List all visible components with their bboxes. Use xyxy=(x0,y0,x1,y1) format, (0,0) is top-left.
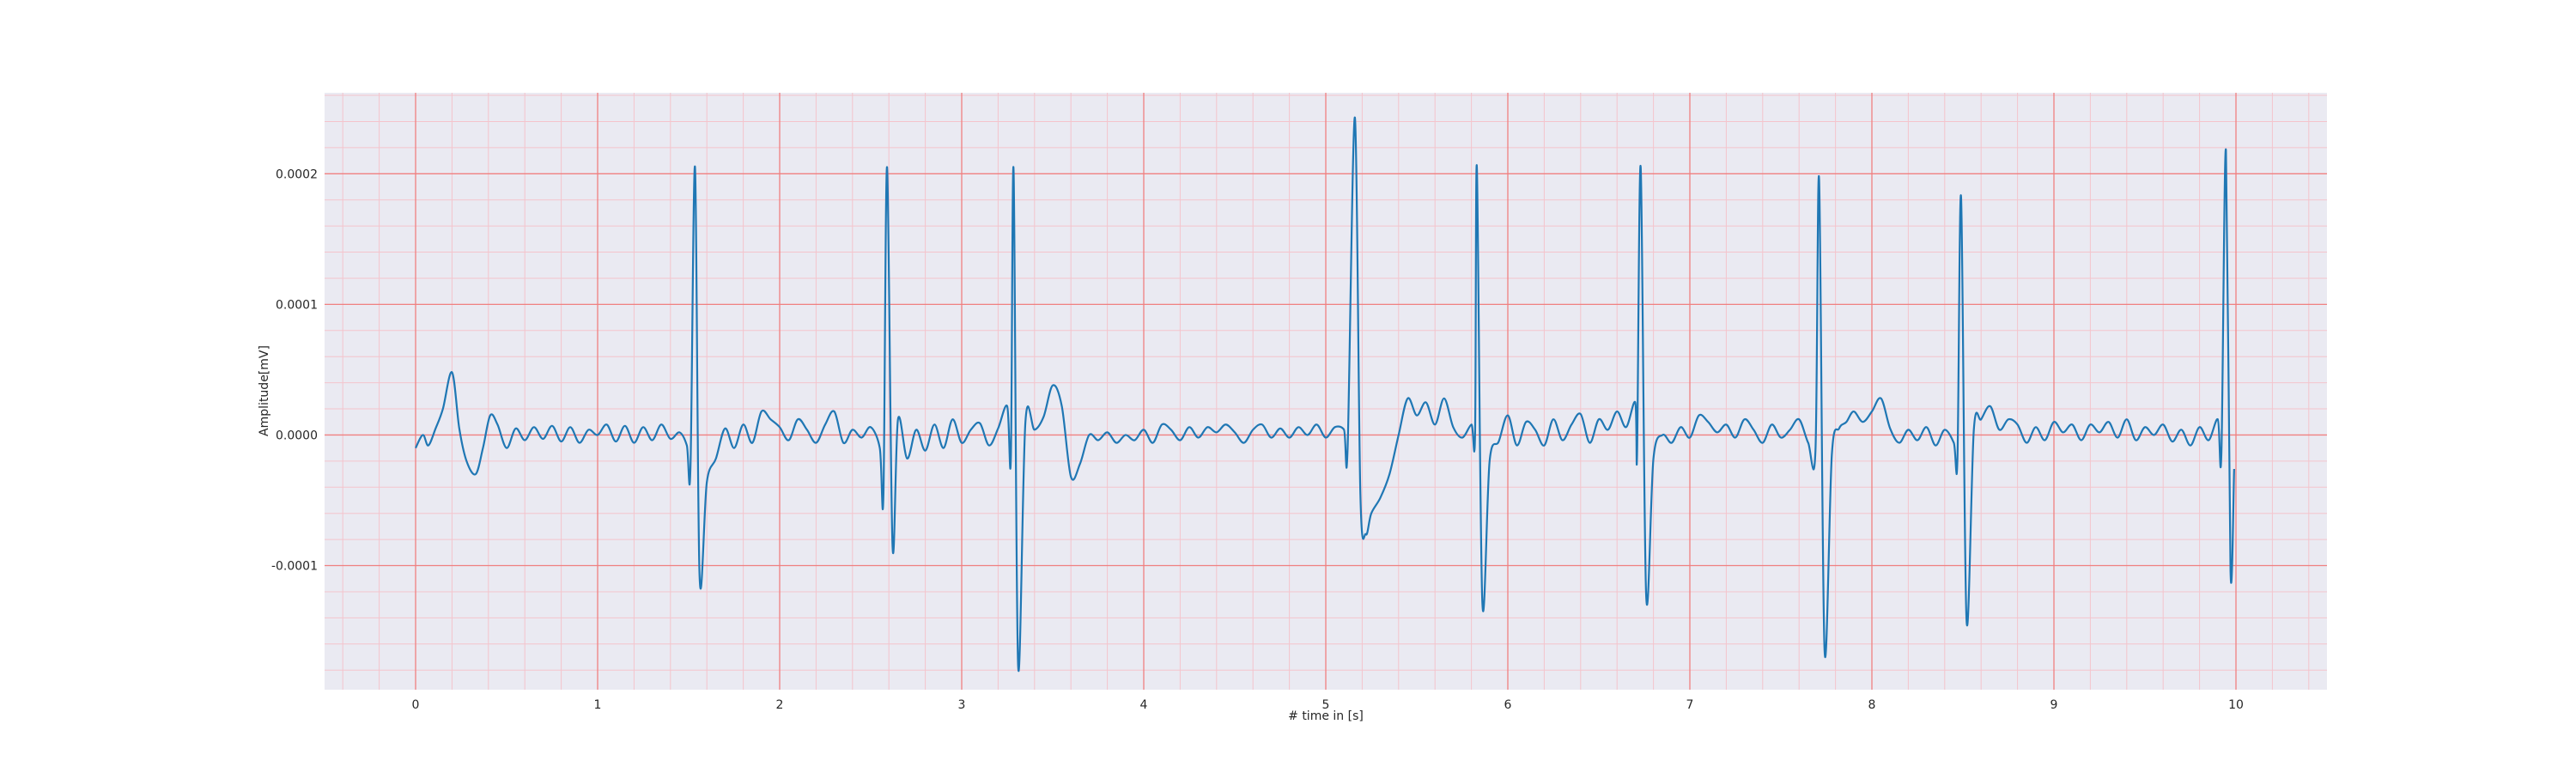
x-tick-label: 7 xyxy=(1686,698,1694,712)
y-axis: -0.0001 0.0000 0.0001 0.0002 xyxy=(271,167,318,573)
x-tick-label: 6 xyxy=(1504,698,1512,712)
y-tick-label: -0.0001 xyxy=(271,560,318,574)
y-tick-label: 0.0000 xyxy=(276,429,318,442)
x-tick-label: 10 xyxy=(2228,698,2244,712)
y-tick-label: 0.0002 xyxy=(276,167,318,181)
x-tick-label: 8 xyxy=(1868,698,1876,712)
x-tick-label: 1 xyxy=(594,698,602,712)
y-axis-label: Amplitude[mV] xyxy=(258,345,271,436)
series-line xyxy=(415,116,2235,672)
x-tick-label: 4 xyxy=(1140,698,1148,712)
x-tick-label: 5 xyxy=(1322,698,1330,712)
major-grid xyxy=(325,93,2327,690)
x-axis: 0 1 2 3 4 5 6 7 8 9 10 xyxy=(412,698,2244,712)
x-tick-label: 0 xyxy=(412,698,420,712)
x-tick-label: 9 xyxy=(2050,698,2058,712)
y-tick-label: 0.0001 xyxy=(276,298,318,312)
x-tick-label: 2 xyxy=(776,698,784,712)
x-axis-label: # time in [s] xyxy=(1288,709,1364,723)
x-tick-label: 3 xyxy=(958,698,966,712)
